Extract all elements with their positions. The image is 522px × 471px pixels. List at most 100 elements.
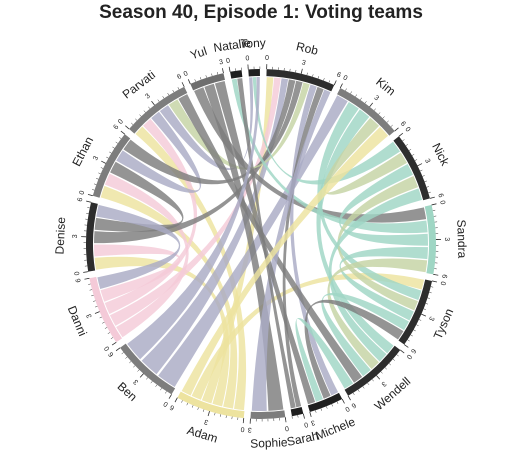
chord-link-adam-denise (94, 256, 230, 407)
minor-tick-parvati (162, 96, 165, 99)
segment-arc-ben (120, 343, 176, 395)
segment-label-adam: Adam (185, 423, 219, 446)
minor-tick-danni (104, 327, 108, 329)
minor-tick-denise (87, 207, 90, 209)
tick-label-rob: 6 (335, 71, 342, 79)
tick-label-natalie: 0 (226, 57, 231, 65)
minor-tick-ethan (90, 194, 93, 197)
minor-tick-parvati (127, 127, 130, 130)
chord-link-danni-ethan (104, 173, 189, 338)
minor-tick-adam (208, 411, 210, 414)
minor-tick-ethan (109, 151, 112, 154)
segment-label-sandra: Sandra (454, 219, 469, 258)
minor-tick-adam (181, 400, 183, 403)
minor-tick-nick (424, 180, 427, 183)
minor-tick-yul (211, 73, 213, 77)
minor-tick-adam (191, 405, 194, 408)
tick-label-sophie: 0 (284, 424, 289, 431)
segment-label-sarah: Sarah (286, 429, 320, 449)
minor-tick-tyson (425, 303, 429, 305)
tick-label-ben: 6 (107, 350, 115, 357)
segment-arc-wendell (344, 345, 401, 396)
tick-label-sarah: 0 (303, 420, 309, 428)
minor-tick-danni (91, 294, 94, 297)
minor-tick-michele (336, 401, 339, 405)
minor-tick-ethan (96, 178, 99, 180)
minor-tick-adam (214, 412, 216, 416)
minor-tick-nick (405, 144, 408, 146)
minor-tick-ethan (93, 183, 97, 185)
chord-link-ethan-parvati (116, 111, 202, 193)
minor-tick-nick (429, 197, 433, 199)
minor-tick-ethan (92, 189, 95, 191)
tick-label-rob: 0 (265, 55, 269, 62)
minor-tick-ben (150, 381, 153, 384)
minor-tick-tyson (418, 319, 422, 321)
minor-tick-kim (364, 101, 367, 104)
chord-links (94, 77, 429, 411)
minor-tick-adam (219, 414, 222, 417)
minor-tick-nick (411, 154, 415, 156)
tick-label-parvati: 6 (176, 73, 183, 81)
minor-tick-ethan (100, 167, 104, 169)
chord-link-wendell-parvati (178, 94, 363, 383)
minor-tick-rob (312, 74, 314, 77)
tick-label-kim: 6 (399, 120, 407, 128)
minor-tick-sarah (303, 413, 305, 417)
minor-tick-parvati (130, 122, 134, 125)
tick-label-parvati: 0 (117, 118, 125, 126)
minor-tick-nick (408, 149, 412, 151)
segment-arc-natalie (230, 70, 243, 79)
tick-label-wendell: 6 (350, 401, 357, 409)
minor-tick-kim (369, 104, 372, 107)
minor-tick-kim (345, 88, 347, 91)
minor-tick-tyson (413, 329, 416, 332)
segment-label-rob: Rob (295, 39, 320, 58)
segment-label-yul: Yul (188, 44, 208, 62)
segment-label-ethan: Ethan (69, 134, 96, 168)
minor-tick-tyson (404, 344, 407, 347)
tick-label-michele: 0 (344, 404, 351, 412)
segment-label-natalie: Natalie (213, 36, 252, 55)
minor-tick-danni (102, 321, 105, 324)
minor-tick-yul (189, 81, 191, 85)
segment-arc-nick (393, 136, 430, 201)
segment-arc-kim (337, 87, 395, 136)
minor-tick-ben (160, 387, 162, 391)
chord-link-nick-sandra (339, 164, 429, 246)
minor-tick-tyson (421, 313, 424, 316)
tick-label-denise: 0 (74, 271, 82, 276)
tick-label-denise: 6 (77, 197, 85, 203)
tick-label-danni: 6 (75, 278, 83, 283)
minor-tick-kim (355, 94, 357, 97)
minor-tick-ben (165, 391, 167, 394)
minor-tick-wendell (392, 358, 395, 361)
minor-tick-tyson (429, 291, 432, 294)
minor-tick-parvati (177, 87, 180, 90)
minor-tick-danni (95, 305, 98, 308)
minor-tick-wendell (396, 354, 399, 357)
minor-tick-kim (386, 120, 389, 123)
chord-link-kim-nick (323, 117, 407, 195)
tick-label-danni: 3 (86, 312, 94, 318)
minor-tick-denise (88, 201, 92, 203)
segment-arc-parvati (129, 86, 188, 134)
chord-segments (81, 64, 441, 424)
minor-tick-nick (402, 139, 405, 142)
minor-tick-nick (426, 186, 429, 188)
minor-tick-nick (414, 159, 418, 161)
tick-label-tony: 0 (245, 55, 249, 62)
minor-tick-parvati (148, 106, 151, 109)
minor-tick-yul (216, 71, 219, 75)
chord-link-adam-rob (201, 77, 274, 404)
minor-tick-ethan (112, 146, 115, 149)
minor-tick-parvati (152, 102, 155, 106)
minor-tick-yul (200, 77, 202, 80)
minor-tick-ben (170, 394, 172, 397)
segment-label-tyson: Tyson (431, 306, 457, 341)
segment-arc-rob (266, 69, 335, 92)
tick-label-tyson: 6 (409, 347, 417, 354)
tick-label-sophie: 3 (248, 426, 252, 433)
minor-tick-ethan (115, 141, 118, 144)
tick-label-kim: 0 (342, 74, 349, 82)
